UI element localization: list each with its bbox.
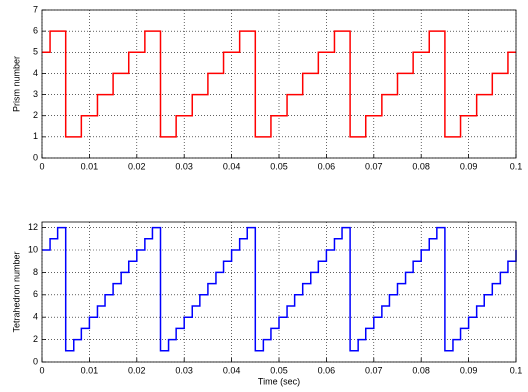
x-tick-label: 0.1 bbox=[510, 365, 523, 375]
x-tick-label: 0.01 bbox=[81, 365, 99, 375]
y-tick-label: 0 bbox=[33, 356, 38, 366]
data-line bbox=[42, 226, 517, 352]
y-tick-label: 10 bbox=[28, 244, 38, 254]
x-tick-label: 0.09 bbox=[460, 161, 478, 171]
x-tick-label: 0.03 bbox=[175, 161, 193, 171]
data-line bbox=[42, 30, 516, 138]
y-tick-label: 6 bbox=[33, 289, 38, 299]
x-tick-label: 0.02 bbox=[128, 365, 146, 375]
x-tick-label: 0.07 bbox=[365, 161, 383, 171]
x-tick-label: 0.01 bbox=[81, 161, 99, 171]
y-tick-label: 2 bbox=[33, 110, 38, 120]
x-tick-label: 0.08 bbox=[412, 161, 430, 171]
y-axis-label: Tetrahedron number bbox=[11, 251, 21, 332]
x-tick-label: 0.1 bbox=[510, 161, 523, 171]
x-tick-label: 0.04 bbox=[223, 161, 241, 171]
axes-frame bbox=[41, 9, 517, 159]
y-tick-label: 0 bbox=[33, 152, 38, 162]
axes-frame bbox=[41, 221, 517, 363]
x-tick-label: 0.08 bbox=[412, 365, 430, 375]
x-tick-label: 0.05 bbox=[270, 365, 288, 375]
y-tick-label: 6 bbox=[33, 26, 38, 36]
y-tick-label: 3 bbox=[33, 89, 38, 99]
x-tick-label: 0 bbox=[39, 365, 44, 375]
y-tick-label: 1 bbox=[33, 131, 38, 141]
x-tick-label: 0.09 bbox=[460, 365, 478, 375]
y-axis-label: Prism number bbox=[11, 56, 21, 112]
x-tick-label: 0.03 bbox=[175, 365, 193, 375]
y-tick-label: 8 bbox=[33, 267, 38, 277]
x-tick-label: 0.05 bbox=[270, 161, 288, 171]
x-tick-label: 0 bbox=[39, 161, 44, 171]
y-tick-label: 4 bbox=[33, 312, 38, 322]
y-tick-label: 4 bbox=[33, 68, 38, 78]
x-tick-label: 0.02 bbox=[128, 161, 146, 171]
x-tick-label: 0.07 bbox=[365, 365, 383, 375]
y-tick-label: 5 bbox=[33, 47, 38, 57]
y-tick-label: 7 bbox=[33, 4, 38, 14]
x-tick-label: 0.06 bbox=[318, 161, 336, 171]
x-tick-label: 0.04 bbox=[223, 365, 241, 375]
y-tick-label: 12 bbox=[28, 222, 38, 232]
x-axis-label: Time (sec) bbox=[258, 376, 300, 386]
x-tick-label: 0.06 bbox=[318, 365, 336, 375]
y-tick-label: 2 bbox=[33, 334, 38, 344]
